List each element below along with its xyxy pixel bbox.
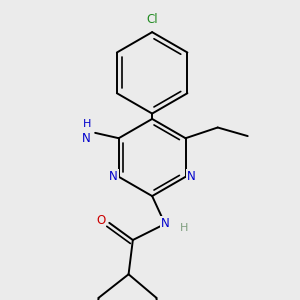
Text: N: N [82,130,91,142]
Text: N: N [160,218,169,230]
Text: N: N [109,170,118,183]
Text: Cl: Cl [146,13,158,26]
Text: N: N [187,170,195,183]
Text: H: H [180,223,188,233]
Text: H: H [82,119,91,129]
Text: O: O [96,214,105,227]
Text: N: N [82,132,91,145]
Text: H: H [83,119,91,129]
